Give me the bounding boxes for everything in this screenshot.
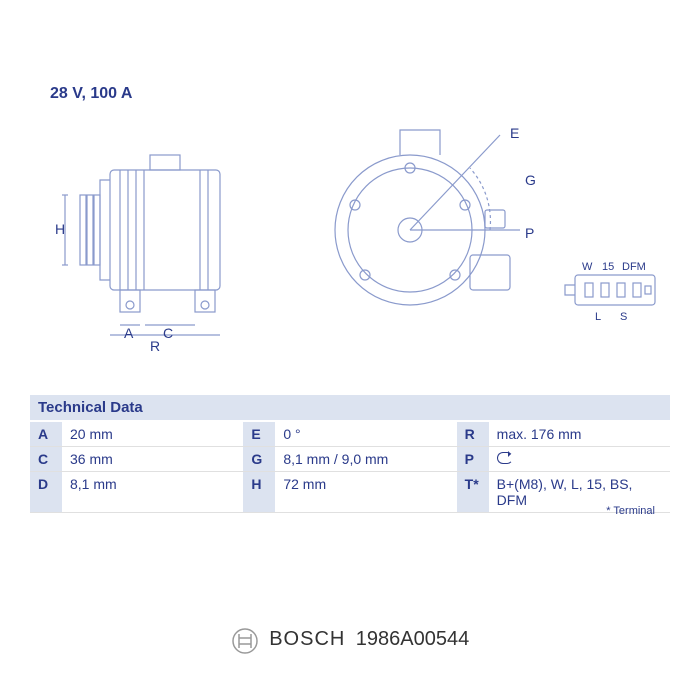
spec-label: A (30, 422, 62, 447)
spec-value: max. 176 mm (489, 422, 670, 447)
spec-label: C (30, 447, 62, 472)
dim-G: G (525, 172, 536, 188)
dim-H: H (55, 221, 65, 237)
spec-value: 20 mm (62, 422, 243, 447)
spec-value: 36 mm (62, 447, 243, 472)
spec-label: D (30, 472, 62, 513)
brand-name: BOSCH (269, 628, 345, 650)
pin-15: 15 (602, 261, 614, 273)
spec-value: 72 mm (275, 472, 456, 513)
table-row: D8,1 mmH72 mmT*B+(M8), W, L, 15, BS, DFM (30, 472, 670, 513)
pin-W: W (582, 261, 593, 273)
spec-label: R (457, 422, 489, 447)
spec-label: P (457, 447, 489, 472)
spec-label: T* (457, 472, 489, 513)
part-number: 1986A00544 (356, 628, 469, 650)
technical-data-table: A20 mmE0 °Rmax. 176 mmC36 mmG8,1 mm / 9,… (30, 422, 670, 513)
spec-value: 8,1 mm (62, 472, 243, 513)
alternator-side-view: H A C R (50, 140, 270, 340)
spec-value (489, 447, 670, 472)
pin-L: L (595, 311, 601, 323)
table-row: C36 mmG8,1 mm / 9,0 mmP (30, 447, 670, 472)
bosch-logo-icon (231, 627, 259, 655)
diagram-area: H A C R R (30, 100, 670, 360)
connector-pinout: W 15 DFM L S (560, 250, 670, 330)
alternator-rear-view: E G P (310, 110, 540, 340)
spec-value: 8,1 mm / 9,0 mm (275, 447, 456, 472)
spec-label: E (243, 422, 275, 447)
dim-A: A (124, 325, 134, 340)
pin-DFM: DFM (622, 261, 646, 273)
dim-P: P (525, 225, 534, 241)
spec-label: H (243, 472, 275, 513)
terminal-footnote: * Terminal (606, 505, 655, 517)
spec-value: 0 ° (275, 422, 456, 447)
rotation-icon (497, 452, 513, 464)
dim-E: E (510, 125, 519, 141)
pin-S: S (620, 311, 627, 323)
technical-data-header: Technical Data (30, 395, 670, 420)
dim-R: R (150, 338, 160, 354)
datasheet-container: 28 V, 100 A (0, 0, 700, 700)
table-row: A20 mmE0 °Rmax. 176 mm (30, 422, 670, 447)
dim-C: C (163, 325, 173, 340)
spec-label: G (243, 447, 275, 472)
brand-area: BOSCH 1986A00544 (0, 627, 700, 655)
